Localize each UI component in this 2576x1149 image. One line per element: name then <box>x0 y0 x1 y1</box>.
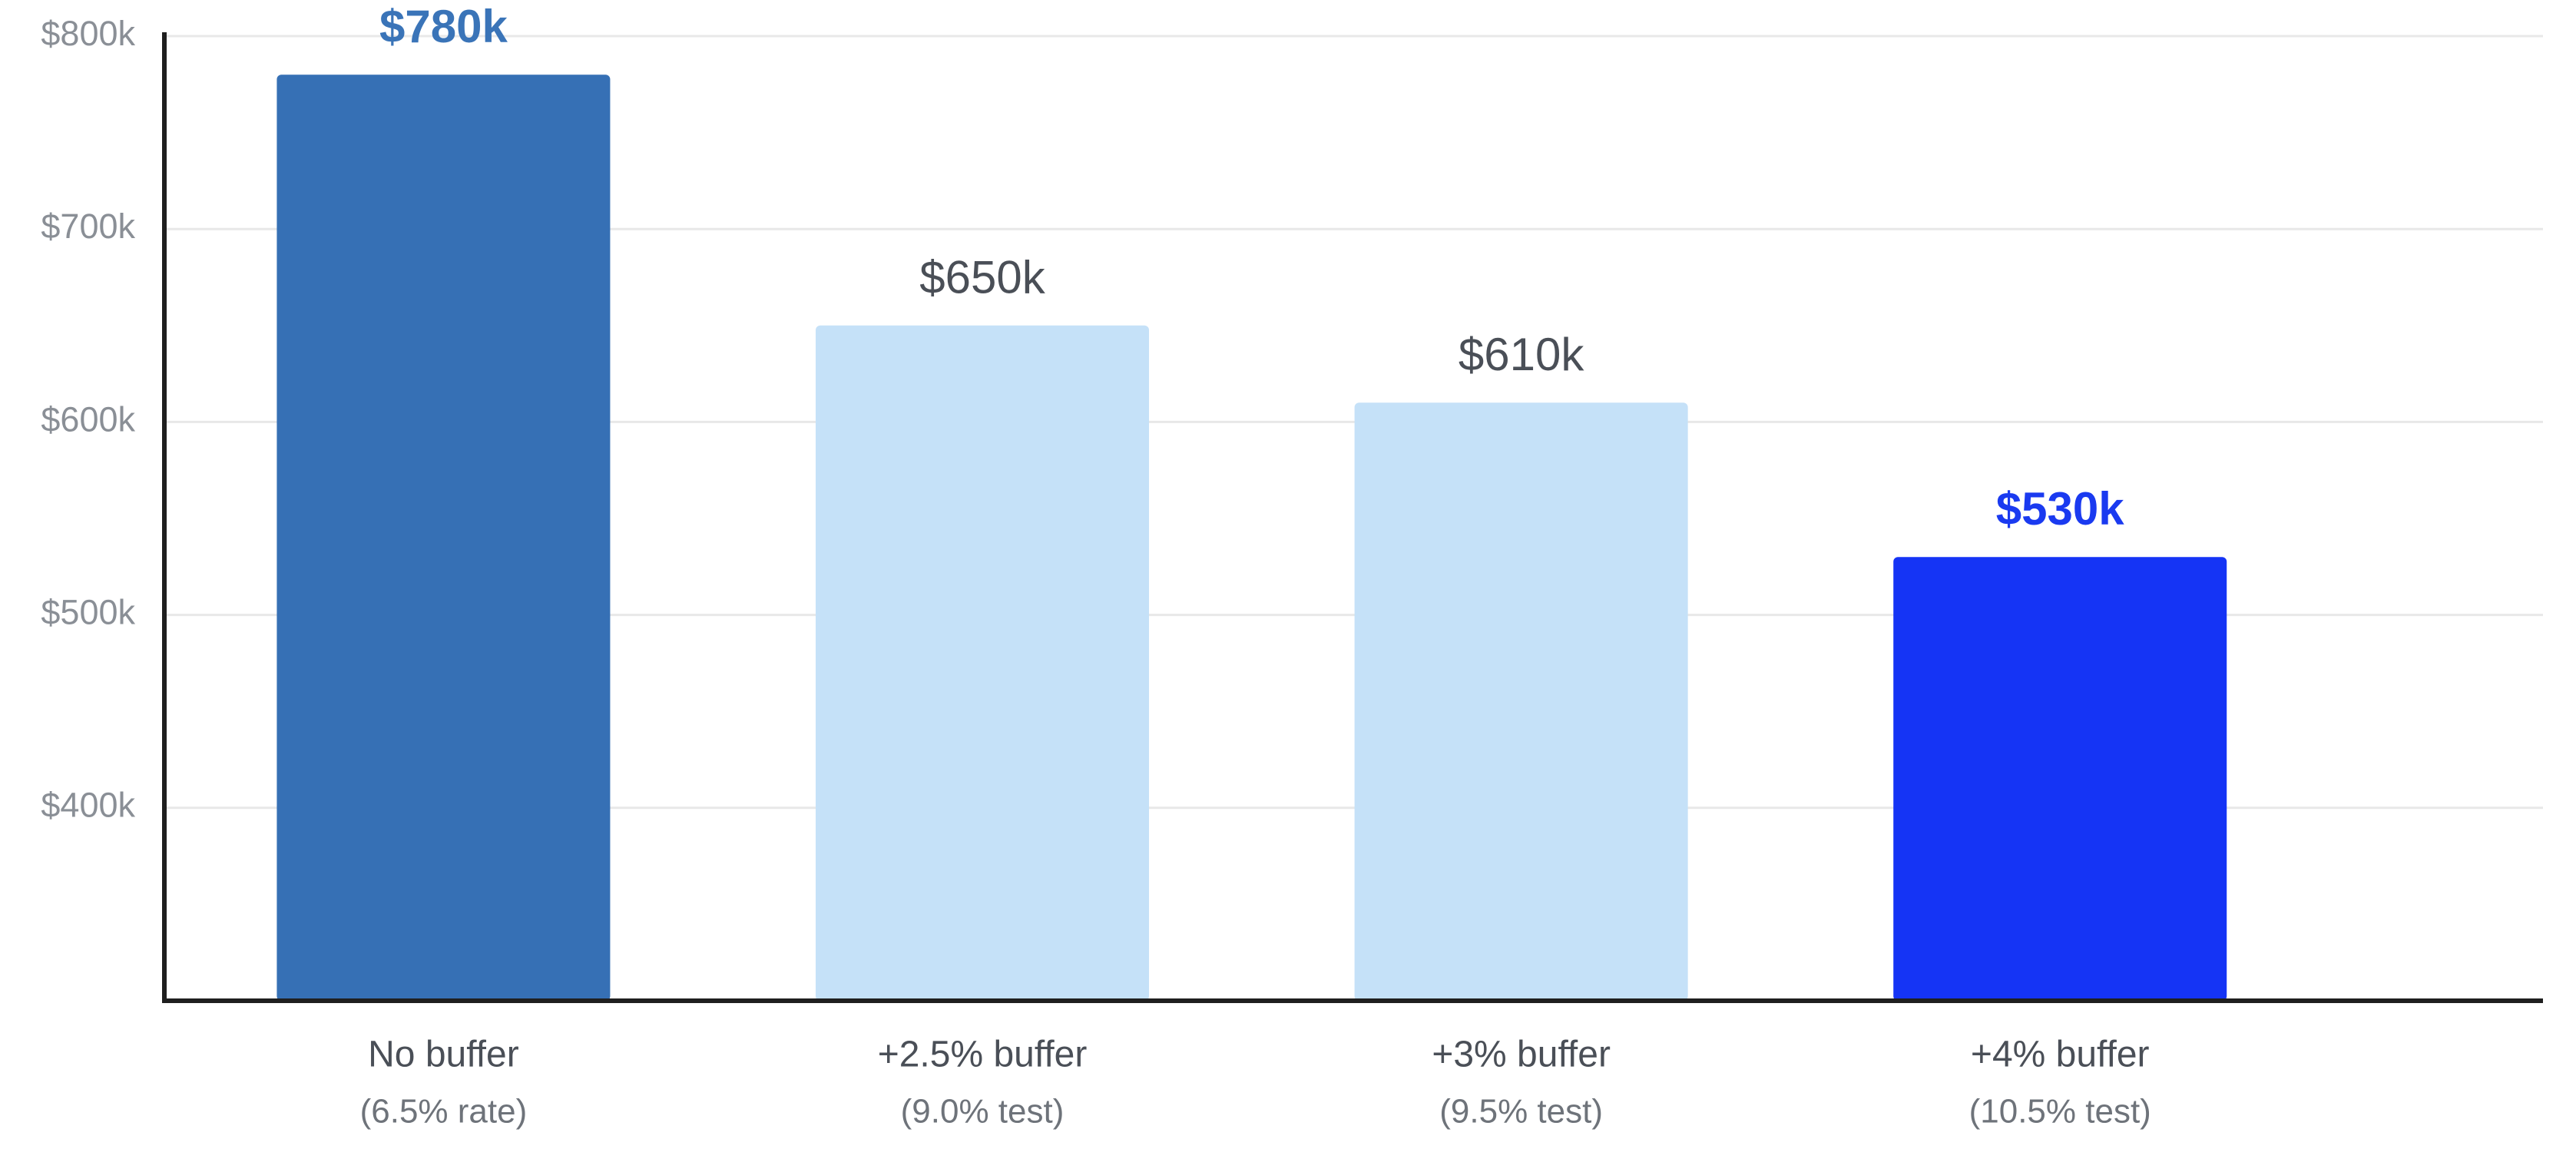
bar <box>816 325 1150 1001</box>
x-tick-label: +3% buffer <box>1432 1035 1611 1075</box>
y-tick-label: $800k <box>41 14 135 53</box>
x-tick-note: (9.0% test) <box>901 1093 1065 1131</box>
y-tick-label: $700k <box>41 207 135 246</box>
bar <box>276 75 611 1002</box>
x-tick-note: (9.5% test) <box>1439 1093 1603 1131</box>
value-label: $530k <box>1996 483 2124 535</box>
value-label: $780k <box>379 1 508 52</box>
x-tick-label: No buffer <box>368 1035 519 1075</box>
x-tick-label: +2.5% buffer <box>878 1035 1088 1075</box>
x-tick-note: (10.5% test) <box>1969 1093 2151 1131</box>
value-label: $650k <box>919 252 1045 303</box>
y-tick-label: $500k <box>41 592 135 631</box>
bar <box>1354 402 1688 1001</box>
y-tick-label: $400k <box>41 786 135 825</box>
x-tick-note: (6.5% rate) <box>360 1093 528 1131</box>
x-tick-label: +4% buffer <box>1971 1035 2150 1075</box>
bar <box>1893 557 2227 1001</box>
y-tick-label: $600k <box>41 399 135 439</box>
value-label: $610k <box>1459 329 1584 380</box>
